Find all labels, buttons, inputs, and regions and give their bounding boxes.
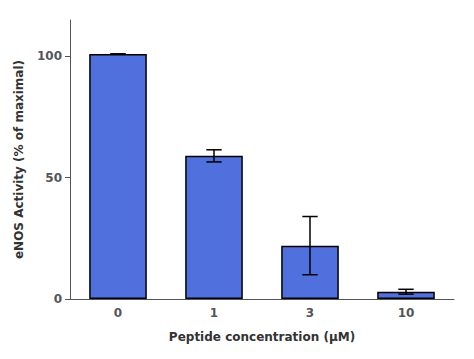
svg-text:0: 0 (54, 292, 62, 306)
svg-text:3: 3 (306, 306, 314, 320)
svg-text:1: 1 (210, 306, 218, 320)
svg-text:Peptide concentration (μM): Peptide concentration (μM) (169, 330, 355, 344)
svg-text:100: 100 (37, 49, 62, 63)
svg-text:50: 50 (45, 171, 62, 185)
svg-text:0: 0 (114, 306, 122, 320)
svg-text:eNOS Activity (% of maximal): eNOS Activity (% of maximal) (12, 60, 26, 259)
svg-text:10: 10 (398, 306, 415, 320)
